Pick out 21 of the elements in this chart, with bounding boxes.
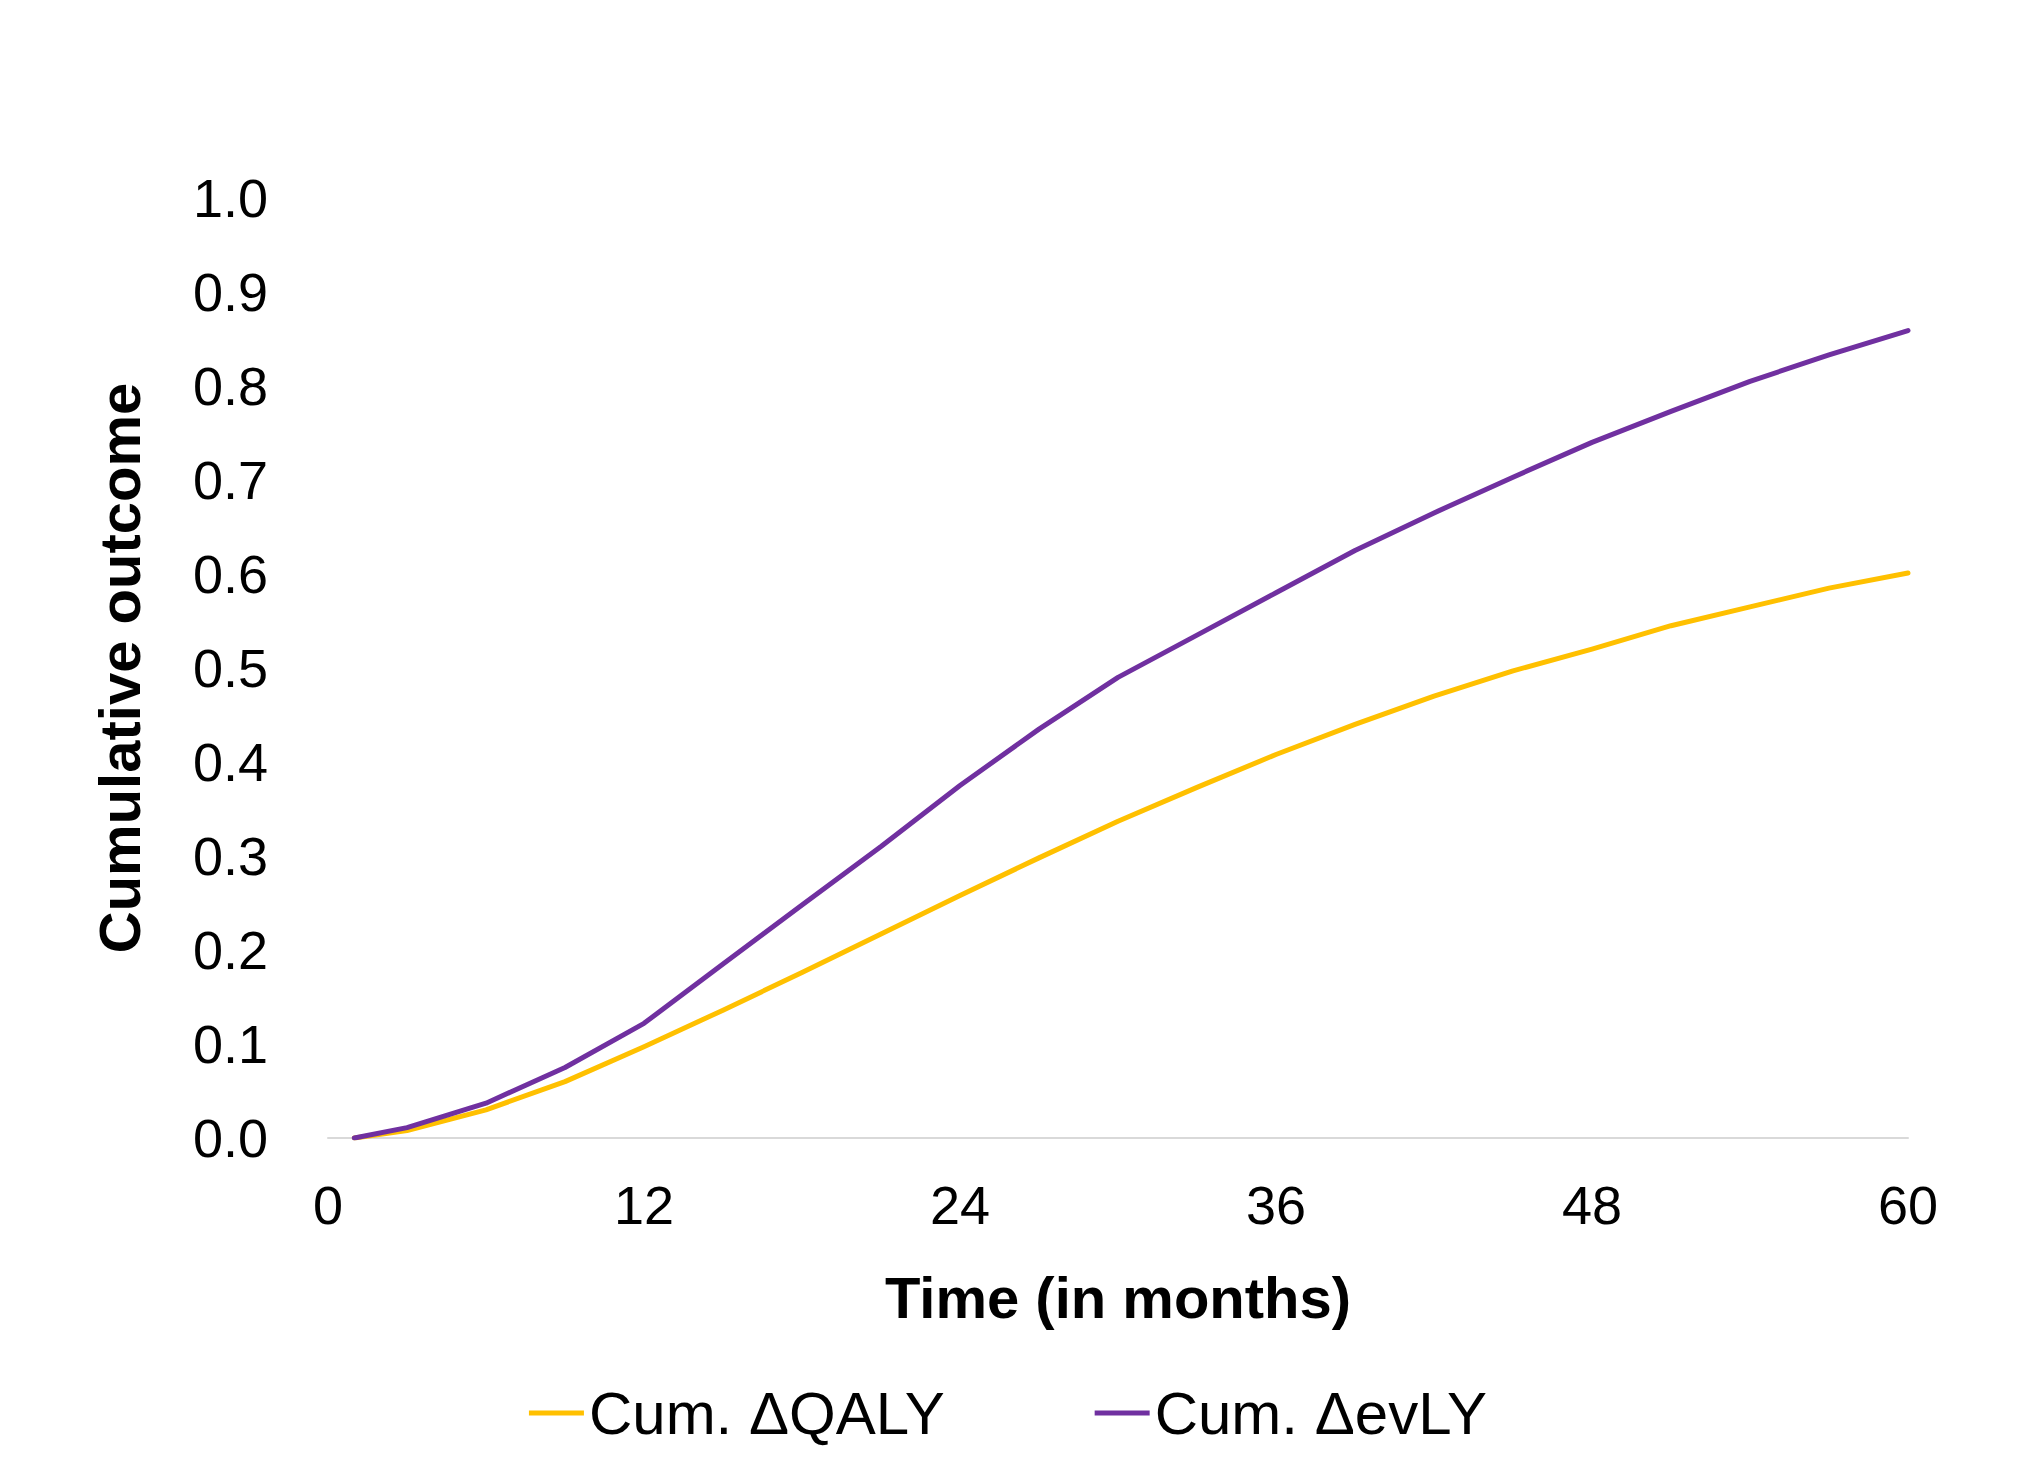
x-tick-label: 12 <box>613 1175 675 1235</box>
y-tick-label: 0.8 <box>192 356 268 416</box>
y-tick-label: 0.1 <box>192 1014 268 1074</box>
x-tick-label: 36 <box>1245 1175 1307 1235</box>
y-tick-label: 0.6 <box>192 544 268 604</box>
y-tick-label: 0.4 <box>192 732 268 792</box>
y-tick-label: 0.9 <box>192 262 268 322</box>
y-tick-label: 0.5 <box>192 638 268 698</box>
x-tick-label: 24 <box>929 1175 991 1235</box>
x-tick-label: 60 <box>1877 1175 1939 1235</box>
y-tick-label: 0.0 <box>192 1108 268 1168</box>
y-tick-label: 0.7 <box>192 450 268 510</box>
legend-label: Cum. ΔevLY <box>1154 1379 1488 1447</box>
x-axis-title: Time (in months) <box>884 1264 1352 1330</box>
y-tick-label: 1.0 <box>192 168 268 228</box>
y-tick-label: 0.2 <box>192 920 268 980</box>
y-tick-label: 0.3 <box>192 826 268 886</box>
y-axis-title: Cumulative outcome <box>86 382 152 954</box>
x-tick-label: 48 <box>1561 1175 1623 1235</box>
x-tick-label: 0 <box>312 1175 344 1235</box>
legend-label: Cum. ΔQALY <box>588 1379 945 1447</box>
